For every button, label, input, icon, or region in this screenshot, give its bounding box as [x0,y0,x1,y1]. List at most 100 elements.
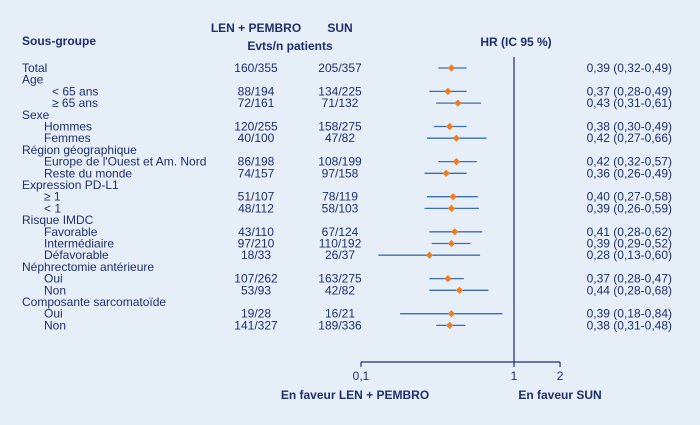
row-label: Défavorable [44,248,109,262]
hr-value: 0,39 (0,18-0,84) [587,307,672,321]
x-tick-label: 1 [511,369,518,383]
hr-value: 0,41 (0,28-0,62) [587,225,672,239]
header-sun: SUN [327,21,352,35]
hr-marker [425,251,434,259]
sun-events: 71/132 [322,96,359,110]
x-tick-label: 2 [557,369,564,383]
x-tick-label: 0,1 [353,369,370,383]
sun-events: 205/357 [318,61,362,75]
hr-value: 0,42 (0,27-0,66) [587,131,672,145]
hr-marker [452,158,460,166]
hr-value: 0,38 (0,31-0,48) [587,318,672,332]
hr-value: 0,39 (0,32-0,49) [587,61,672,75]
len-pembro-events: 160/355 [234,61,278,75]
group-label: Composante sarcomatoïde [22,295,166,309]
sun-events: 78/119 [322,190,358,204]
row-label: < 65 ans [52,84,98,98]
hr-value: 0,39 (0,29-0,52) [587,237,672,251]
plot-area: 0,1 1 2 [353,57,564,383]
row-label: ≥ 1 [44,190,61,204]
hr-marker [451,228,459,236]
len-pembro-events: 53/93 [241,283,271,297]
sun-events: 158/275 [318,120,362,134]
sun-events: 110/192 [319,237,362,251]
hr-marker [446,321,454,329]
row-label: Non [44,283,66,297]
row-label: Reste du monde [44,166,132,180]
len-pembro-events: 18/33 [241,248,271,262]
row-label: Non [44,318,66,332]
row-label: Total [22,61,47,75]
header-group: Sous-groupe LEN + PEMBRO SUN Evts/n pati… [22,21,552,53]
row-label: Hommes [44,120,92,134]
hr-value: 0,42 (0,32-0,57) [587,155,672,169]
hr-marker [447,204,456,212]
len-pembro-events: 43/110 [238,225,274,239]
len-pembro-events: 86/198 [238,155,275,169]
row-label: Oui [44,272,63,286]
group-label: Sexe [22,108,50,122]
len-pembro-events: 141/327 [234,318,278,332]
row-label: Femmes [44,131,91,145]
sun-events: 108/199 [318,155,362,169]
sun-events: 16/21 [325,307,355,321]
hr-marker [454,99,462,107]
sun-events: 189/336 [318,318,362,332]
row-label: ≥ 65 ans [52,96,98,110]
group-label: Région géographique [22,143,137,157]
hr-value: 0,43 (0,31-0,61) [587,96,672,110]
header-hr: HR (IC 95 %) [480,35,551,49]
hr-value: 0,37 (0,28-0,49) [587,84,672,98]
sun-events: 26/37 [325,248,355,262]
hr-value: 0,40 (0,27-0,58) [587,190,672,204]
hr-marker [444,87,452,95]
hr-value: 0,28 (0,13-0,60) [587,248,672,262]
sun-events: 163/275 [318,272,362,286]
hr-marker [449,193,457,201]
row-label: Europe de l'Ouest et Am. Nord [44,155,206,169]
sun-events: 134/225 [318,84,362,98]
footer-left: En faveur LEN + PEMBRO [281,388,429,402]
hr-value: 0,38 (0,30-0,49) [587,120,672,134]
len-pembro-events: 74/157 [238,166,275,180]
group-label: Risque IMDC [22,213,94,227]
sun-events: 58/103 [322,201,359,215]
rows-group: Total 160/355 205/357 0,39 (0,32-0,49) Age < … [22,61,672,332]
header-len-pembro: LEN + PEMBRO [211,21,301,35]
hr-marker [442,169,450,177]
sun-events: 42/82 [325,283,355,297]
hr-marker [447,310,456,318]
group-label: Expression PD-L1 [22,178,119,192]
hr-value: 0,37 (0,28-0,47) [587,272,672,286]
len-pembro-events: 88/194 [238,84,275,98]
group-label: Néphrectomie antérieure [22,260,154,274]
hr-marker [447,64,456,72]
hr-marker [452,134,460,142]
len-pembro-events: 19/28 [241,307,271,321]
row-label: Oui [44,307,63,321]
hr-marker [446,122,454,131]
hr-value: 0,36 (0,26-0,49) [587,166,672,180]
len-pembro-events: 72/161 [238,96,275,110]
sun-events: 47/82 [325,131,355,145]
row-label: Intermédiaire [44,237,114,251]
hr-value: 0,44 (0,28-0,68) [587,283,672,297]
footer-right: En faveur SUN [518,388,601,402]
len-pembro-events: 107/262 [234,272,278,286]
len-pembro-events: 120/255 [234,120,278,134]
footer-group: En faveur LEN + PEMBRO En faveur SUN [281,388,602,402]
header-subgroup: Sous-groupe [22,34,96,48]
hr-value: 0,39 (0,26-0,59) [587,201,672,215]
sun-events: 67/124 [322,225,359,239]
header-events: Evts/n patients [247,39,333,53]
len-pembro-events: 51/107 [238,190,275,204]
row-label: Favorable [44,225,98,239]
len-pembro-events: 48/112 [238,201,274,215]
hr-marker [455,286,464,294]
len-pembro-events: 97/210 [238,237,275,251]
group-label: Age [22,73,44,87]
len-pembro-events: 40/100 [238,131,275,145]
hr-marker [444,275,452,283]
